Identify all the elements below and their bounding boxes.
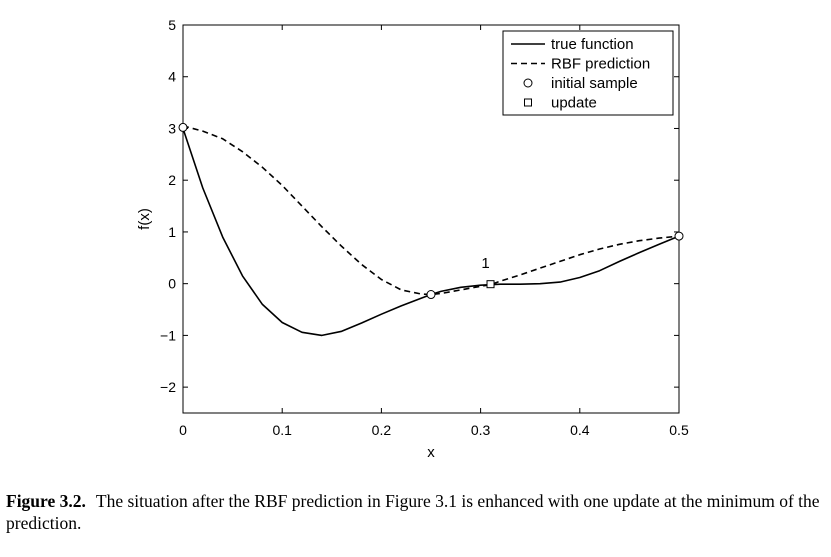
ticks-layer: 0 0.1 0.2 0.3 0.4 0.5 −2 −1 0 1 2 3 4 5: [160, 17, 689, 438]
legend-label-rbf-prediction: RBF prediction: [551, 56, 650, 73]
plot-frame: [182, 24, 680, 414]
series-layer: [182, 125, 680, 337]
chart-svg: 0 0.1 0.2 0.3 0.4 0.5 −2 −1 0 1 2 3 4 5 1 x f(x) true…: [136, 17, 689, 461]
marker-initial-sample: [426, 290, 436, 300]
y-tick-label: 1: [168, 224, 176, 240]
y-tick-label: −2: [160, 379, 176, 395]
series-line-true-function: [182, 128, 680, 337]
y-axis-label: f(x): [136, 208, 153, 230]
series-line-rbf-prediction: [182, 125, 680, 296]
y-tick-label: −1: [160, 327, 176, 343]
legend: true function RBF prediction initial sam…: [502, 30, 674, 116]
marker-update: [486, 280, 495, 289]
x-tick-label: 0.2: [372, 422, 392, 438]
legend-label-true-function: true function: [551, 36, 634, 53]
y-tick-label: 4: [168, 69, 176, 85]
y-tick-label: 3: [168, 120, 176, 136]
x-tick-label: 0.5: [669, 422, 689, 438]
x-tick-label: 0: [179, 422, 187, 438]
markers-layer: [178, 122, 684, 300]
y-tick-label: 2: [168, 172, 176, 188]
legend-label-initial-sample: initial sample: [551, 75, 638, 92]
legend-marker-update: [524, 98, 532, 107]
x-tick-label: 0.4: [570, 422, 590, 438]
y-tick-label: 5: [168, 17, 176, 33]
legend-marker-initial-sample: [523, 78, 533, 88]
y-tick-label: 0: [168, 276, 176, 292]
caption-label: Figure 3.2.: [6, 491, 86, 511]
x-tick-label: 0.1: [272, 422, 292, 438]
x-axis-label: x: [427, 444, 435, 461]
annotations-layer: 1: [481, 255, 489, 272]
figure-caption: Figure 3.2. The situation after the RBF p…: [6, 490, 826, 534]
marker-initial-sample: [178, 122, 188, 132]
annotation-label: 1: [481, 255, 489, 272]
marker-initial-sample: [674, 231, 684, 241]
x-tick-label: 0.3: [471, 422, 491, 438]
legend-label-update: update: [551, 95, 597, 112]
caption-text: The situation after the RBF prediction i…: [6, 491, 820, 533]
